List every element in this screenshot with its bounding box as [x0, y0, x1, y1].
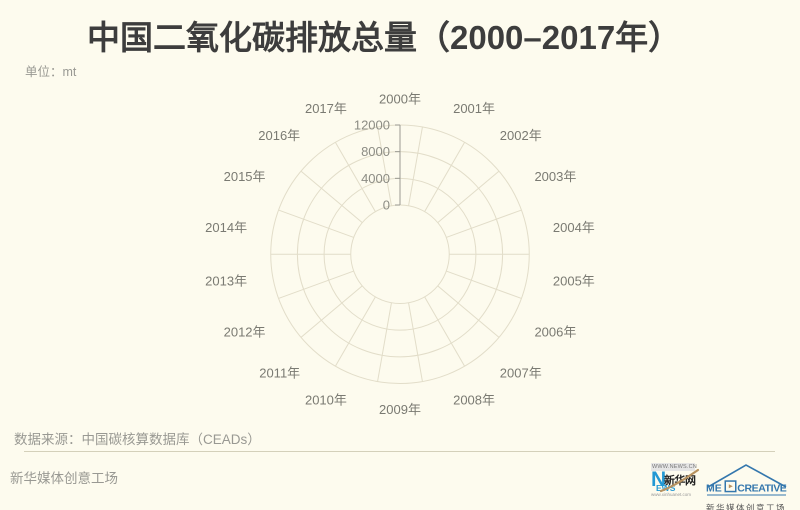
svg-text:2005年: 2005年 — [553, 274, 595, 289]
svg-text:2001年: 2001年 — [453, 101, 495, 116]
svg-text:8000: 8000 — [361, 144, 390, 159]
svg-text:0: 0 — [383, 198, 390, 213]
svg-text:2004年: 2004年 — [553, 220, 595, 235]
svg-text:2010年: 2010年 — [305, 393, 347, 408]
svg-text:2016年: 2016年 — [258, 128, 300, 143]
svg-text:2003年: 2003年 — [534, 169, 576, 184]
svg-text:4000: 4000 — [361, 171, 390, 186]
svg-text:2017年: 2017年 — [305, 101, 347, 116]
svg-text:2007年: 2007年 — [500, 366, 542, 381]
svg-text:2011年: 2011年 — [259, 366, 300, 381]
svg-text:2014年: 2014年 — [205, 220, 247, 235]
svg-text:2015年: 2015年 — [224, 169, 266, 184]
svg-text:2008年: 2008年 — [453, 393, 495, 408]
svg-text:2009年: 2009年 — [379, 402, 421, 417]
svg-text:2013年: 2013年 — [205, 274, 247, 289]
svg-text:2002年: 2002年 — [500, 128, 542, 143]
svg-text:12000: 12000 — [354, 117, 390, 132]
svg-text:2000年: 2000年 — [379, 91, 421, 106]
svg-text:2006年: 2006年 — [534, 324, 576, 339]
svg-text:2012年: 2012年 — [224, 324, 266, 339]
